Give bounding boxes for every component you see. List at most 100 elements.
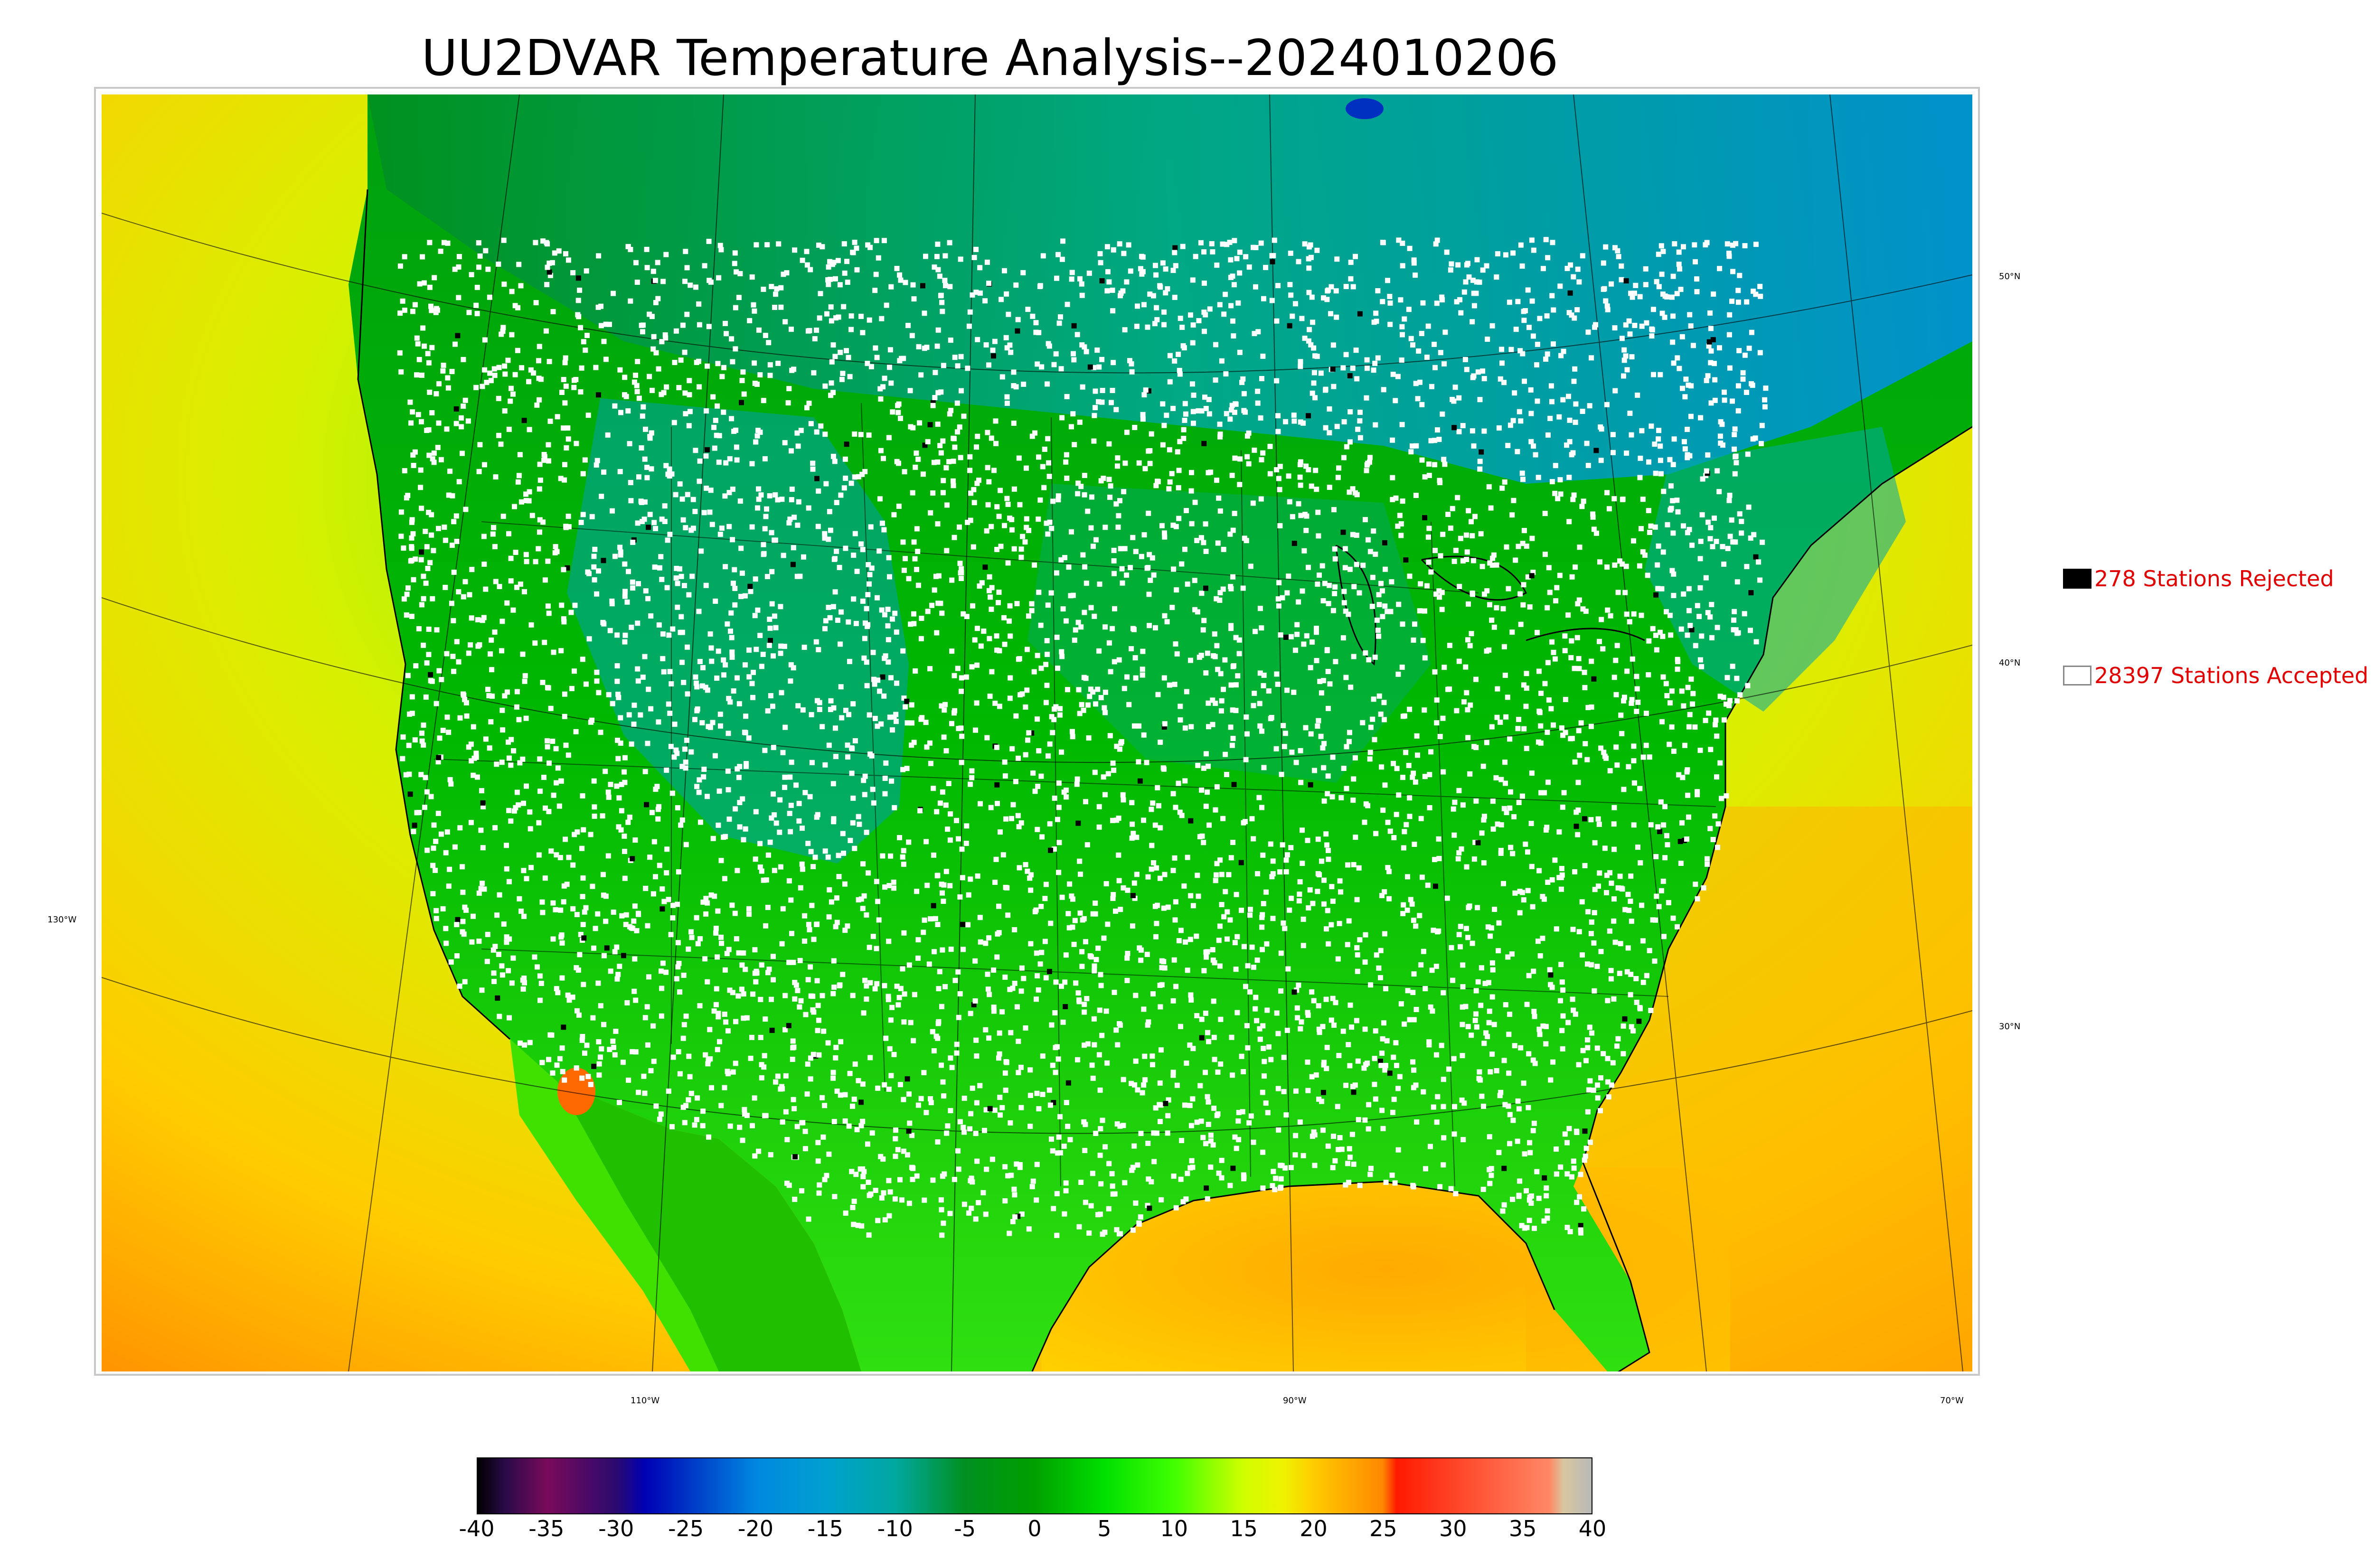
station-marker bbox=[1149, 807, 1154, 812]
station-marker bbox=[426, 627, 432, 632]
station-marker bbox=[1178, 928, 1184, 933]
station-marker bbox=[1553, 598, 1559, 604]
station-marker bbox=[1440, 715, 1446, 721]
station-marker bbox=[517, 452, 523, 458]
station-marker bbox=[708, 645, 714, 651]
station-marker bbox=[1298, 364, 1303, 369]
station-marker bbox=[419, 506, 424, 511]
station-marker bbox=[493, 474, 499, 480]
station-marker bbox=[430, 596, 435, 601]
station-marker bbox=[671, 420, 677, 425]
station-marker bbox=[601, 953, 607, 958]
station-marker bbox=[911, 1038, 916, 1043]
station-marker bbox=[718, 723, 723, 729]
station-marker bbox=[681, 680, 687, 685]
station-marker bbox=[1383, 1063, 1388, 1068]
station-marker bbox=[1079, 949, 1085, 955]
station-marker bbox=[1753, 291, 1759, 297]
station-marker bbox=[866, 432, 872, 438]
station-marker bbox=[977, 1083, 983, 1089]
station-marker bbox=[1059, 984, 1064, 989]
station-marker bbox=[1552, 490, 1558, 496]
station-marker bbox=[550, 309, 556, 314]
station-marker bbox=[437, 735, 443, 741]
station-marker bbox=[937, 969, 942, 975]
station-marker bbox=[1727, 492, 1733, 498]
station-marker bbox=[1593, 448, 1599, 453]
station-marker bbox=[832, 1194, 838, 1200]
station-marker bbox=[1173, 524, 1179, 529]
station-marker bbox=[1611, 675, 1617, 680]
station-marker bbox=[1323, 425, 1328, 431]
station-marker bbox=[1628, 899, 1633, 904]
station-marker bbox=[703, 582, 709, 588]
station-marker bbox=[520, 756, 526, 762]
station-marker bbox=[1477, 466, 1483, 472]
station-marker bbox=[1355, 952, 1360, 958]
station-marker bbox=[996, 590, 1002, 595]
station-marker bbox=[1730, 664, 1735, 669]
station-marker bbox=[1188, 488, 1194, 494]
station-marker bbox=[1357, 1183, 1363, 1188]
station-marker bbox=[1140, 672, 1145, 678]
station-marker bbox=[1079, 964, 1085, 969]
station-marker bbox=[471, 755, 477, 761]
station-marker bbox=[1571, 492, 1577, 498]
station-marker bbox=[1210, 1142, 1216, 1148]
station-marker bbox=[1674, 498, 1680, 503]
station-marker bbox=[1254, 958, 1260, 963]
station-marker bbox=[1217, 597, 1223, 603]
station-marker bbox=[1107, 733, 1113, 739]
station-marker bbox=[782, 1027, 788, 1033]
station-marker bbox=[955, 363, 961, 369]
station-marker bbox=[1498, 1089, 1504, 1095]
station-marker bbox=[934, 630, 940, 636]
station-marker bbox=[1266, 1044, 1272, 1050]
station-marker bbox=[1529, 298, 1535, 304]
station-marker bbox=[741, 391, 747, 397]
station-marker bbox=[1053, 351, 1059, 357]
station-marker bbox=[1751, 532, 1757, 537]
station-marker bbox=[1621, 357, 1627, 363]
station-marker bbox=[901, 1097, 906, 1102]
station-marker bbox=[778, 643, 783, 649]
station-marker bbox=[1608, 967, 1614, 973]
station-marker bbox=[1746, 504, 1752, 510]
station-marker bbox=[1732, 432, 1737, 437]
station-marker bbox=[1452, 1104, 1457, 1109]
station-marker bbox=[1236, 651, 1242, 657]
station-marker bbox=[489, 667, 495, 673]
station-marker bbox=[1120, 580, 1125, 586]
station-marker bbox=[902, 991, 907, 997]
station-marker bbox=[1305, 1013, 1311, 1018]
station-marker bbox=[1266, 688, 1272, 694]
station-marker bbox=[1298, 359, 1303, 365]
station-marker bbox=[1642, 552, 1648, 558]
station-marker bbox=[1760, 539, 1765, 545]
station-marker bbox=[485, 686, 491, 692]
station-marker bbox=[847, 658, 852, 664]
station-marker bbox=[508, 398, 513, 404]
station-marker bbox=[511, 808, 517, 814]
station-marker bbox=[733, 806, 738, 812]
station-marker bbox=[1040, 253, 1046, 259]
station-marker bbox=[1605, 998, 1611, 1004]
station-marker bbox=[974, 626, 980, 631]
station-marker bbox=[563, 525, 569, 530]
station-marker bbox=[1224, 242, 1230, 247]
station-marker bbox=[1228, 584, 1234, 590]
station-marker bbox=[844, 441, 849, 447]
station-marker bbox=[860, 1184, 866, 1190]
station-marker bbox=[767, 617, 772, 622]
station-marker bbox=[1378, 948, 1384, 953]
station-marker bbox=[1321, 1089, 1326, 1095]
station-marker bbox=[546, 269, 552, 275]
station-marker bbox=[438, 831, 444, 837]
station-marker bbox=[841, 850, 846, 856]
station-marker bbox=[752, 1153, 758, 1159]
station-marker bbox=[933, 370, 938, 376]
station-marker bbox=[1026, 613, 1031, 619]
station-marker bbox=[921, 1070, 927, 1075]
station-marker bbox=[1522, 378, 1527, 384]
station-marker bbox=[1274, 671, 1280, 677]
